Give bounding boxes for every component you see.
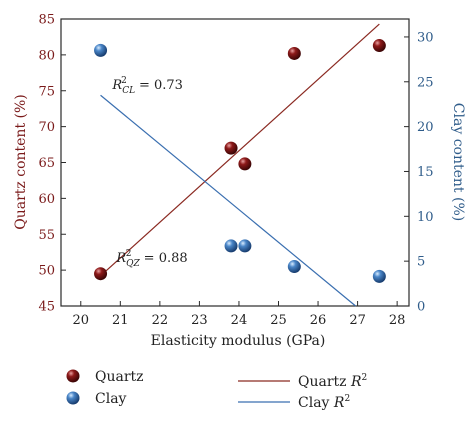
bottom-ticks: 20 21 22 23 24 25 26 27 28	[72, 301, 405, 328]
left-ticks: 45 50 55 60 65 70 75 80 85	[38, 13, 66, 315]
legend-clay-line-exp: 2	[344, 394, 350, 404]
legend-clay-line-r: R	[333, 395, 345, 411]
x-tick-label: 28	[389, 313, 406, 328]
annotation-r2-quartz-exp: 2	[126, 249, 132, 259]
x-tick-label: 22	[152, 313, 169, 328]
data-point-clay	[372, 269, 386, 283]
x-tick-label: 21	[112, 313, 129, 328]
y-axis-title: Quartz content (%)	[13, 94, 29, 230]
x-axis-title: Elasticity modulus (GPa)	[151, 333, 326, 349]
y-tick-label: 65	[38, 156, 55, 171]
y2-tick-label: 30	[417, 30, 434, 45]
annotation-r2-quartz-value: = 0.88	[140, 251, 188, 266]
legend-clay-label: Clay	[95, 391, 127, 407]
legend-clay-line-text: Clay	[298, 395, 334, 411]
legend-quartz-marker	[66, 369, 80, 383]
y-tick-label: 80	[38, 48, 55, 63]
data-point-quartz	[238, 157, 252, 171]
fit-line-clay	[100, 94, 356, 307]
data-point-clay	[287, 260, 301, 274]
x-tick-label: 20	[72, 313, 89, 328]
data-point-clay	[238, 239, 252, 253]
y2-tick-label: 20	[417, 120, 434, 135]
annotation-r2-quartz-r: R	[115, 251, 126, 266]
data-point-quartz	[287, 46, 301, 60]
x-tick-label: 24	[231, 313, 248, 328]
y2-tick-label: 10	[417, 210, 434, 225]
y-tick-label: 70	[38, 120, 55, 135]
data-point-quartz	[94, 267, 108, 281]
data-point-clay	[94, 43, 108, 57]
y2-tick-label: 0	[417, 300, 425, 315]
annotation-r2-clay-sub: CL	[122, 86, 135, 96]
annotation-r2-quartz-sub: QZ	[126, 259, 140, 269]
legend-quartz-line-label: Quartz R2	[298, 373, 367, 390]
y2-tick-label: 15	[417, 165, 434, 180]
annotation-r2-clay-r: R	[111, 78, 122, 93]
annotation-r2-clay: RCL2 = 0.73	[111, 76, 183, 96]
right-ticks: 0 5 10 15 20 25 30	[404, 30, 434, 315]
y-tick-label: 45	[38, 300, 55, 315]
legend: Quartz Clay Quartz R2 Clay R2	[66, 369, 367, 411]
x-tick-label: 26	[310, 313, 327, 328]
fit-lines	[100, 23, 380, 307]
legend-clay-line-label: Clay R2	[298, 394, 350, 411]
data-point-quartz	[224, 141, 238, 155]
legend-quartz-label: Quartz	[95, 369, 144, 385]
annotation-r2-clay-exp: 2	[121, 76, 127, 86]
y-tick-label: 75	[38, 84, 55, 99]
data-point-clay	[224, 239, 238, 253]
legend-clay-marker	[66, 391, 80, 405]
y-tick-label: 60	[38, 192, 55, 207]
y2-axis-title: Clay content (%)	[450, 103, 466, 221]
fit-line-quartz	[100, 23, 380, 277]
y-tick-label: 55	[38, 228, 55, 243]
plot-frame	[60, 18, 410, 307]
x-tick-label: 23	[191, 313, 208, 328]
data-point-quartz	[372, 39, 386, 53]
data-points	[94, 39, 386, 283]
x-tick-label: 27	[349, 313, 366, 328]
legend-quartz-line-r: R	[350, 374, 362, 390]
legend-quartz-line-exp: 2	[362, 373, 368, 383]
y2-tick-label: 5	[417, 255, 425, 270]
annotation-r2-quartz: RQZ2 = 0.88	[115, 249, 187, 269]
legend-quartz-line-text: Quartz	[298, 374, 351, 390]
y-tick-label: 50	[38, 264, 55, 279]
y-tick-label: 85	[38, 13, 55, 28]
annotation-r2-clay-value: = 0.73	[135, 78, 183, 93]
x-tick-label: 25	[270, 313, 287, 328]
y2-tick-label: 25	[417, 75, 434, 90]
